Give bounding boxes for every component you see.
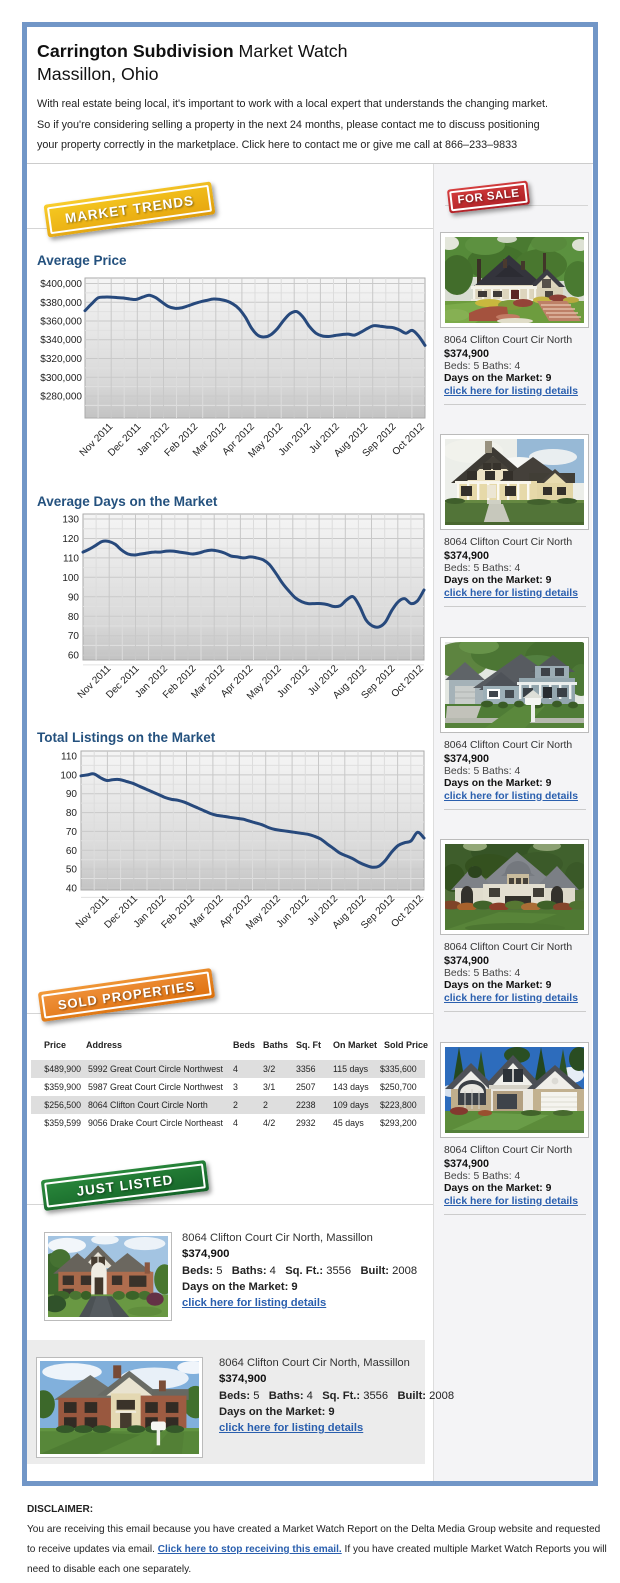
svg-text:50: 50 bbox=[66, 865, 78, 876]
svg-text:100: 100 bbox=[60, 770, 77, 781]
svg-text:Oct 2012: Oct 2012 bbox=[389, 893, 426, 930]
svg-text:90: 90 bbox=[68, 592, 80, 603]
svg-text:60: 60 bbox=[66, 846, 78, 857]
svg-text:120: 120 bbox=[62, 534, 79, 545]
svg-text:110: 110 bbox=[61, 752, 77, 763]
svg-text:110: 110 bbox=[63, 553, 79, 564]
svg-text:100: 100 bbox=[62, 573, 79, 584]
svg-text:$340,000: $340,000 bbox=[40, 335, 82, 346]
svg-text:90: 90 bbox=[66, 789, 78, 800]
svg-text:$400,000: $400,000 bbox=[40, 279, 82, 290]
svg-text:80: 80 bbox=[68, 612, 80, 623]
svg-text:130: 130 bbox=[62, 515, 79, 526]
svg-text:$320,000: $320,000 bbox=[40, 354, 82, 365]
svg-text:80: 80 bbox=[66, 808, 78, 819]
svg-text:40: 40 bbox=[66, 884, 78, 895]
svg-text:60: 60 bbox=[68, 651, 80, 662]
svg-text:$300,000: $300,000 bbox=[40, 373, 82, 384]
svg-text:$380,000: $380,000 bbox=[40, 298, 82, 309]
svg-text:$360,000: $360,000 bbox=[40, 317, 82, 328]
svg-text:$280,000: $280,000 bbox=[40, 392, 82, 403]
svg-text:70: 70 bbox=[68, 631, 80, 642]
svg-text:70: 70 bbox=[66, 827, 78, 838]
